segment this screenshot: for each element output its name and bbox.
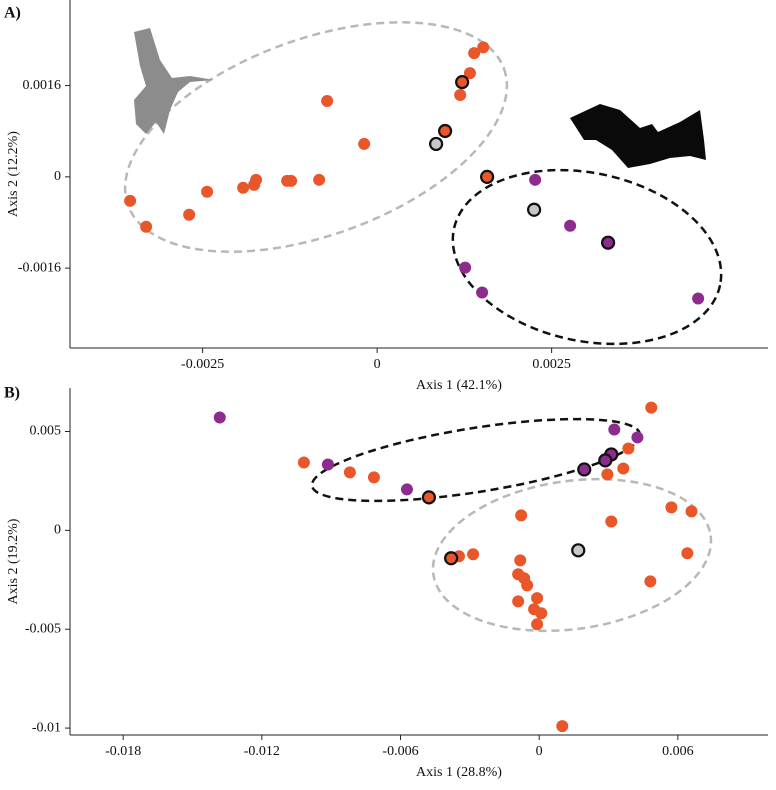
hummingbird-ellipse	[431, 477, 713, 633]
point	[477, 41, 490, 54]
point	[512, 595, 525, 608]
point	[645, 401, 658, 414]
point	[213, 411, 226, 424]
point	[608, 423, 621, 436]
point	[183, 208, 196, 221]
x-tick-label: 0.006	[662, 744, 694, 759]
x-axis-label: Axis 1 (42.1%)	[416, 378, 502, 393]
y-tick-label: 0.005	[30, 424, 62, 439]
point	[201, 185, 214, 198]
point	[617, 462, 630, 475]
point	[480, 169, 495, 184]
point	[444, 551, 459, 566]
point	[631, 431, 644, 444]
y-tick-label: 0.0016	[23, 78, 62, 93]
x-tick-label: 0	[374, 357, 381, 372]
point	[527, 202, 542, 217]
point	[644, 575, 657, 588]
point	[685, 505, 698, 518]
point	[140, 220, 153, 233]
point	[463, 67, 476, 80]
point	[535, 607, 548, 620]
point	[343, 466, 356, 479]
point	[531, 618, 544, 631]
x-tick-label: 0	[536, 744, 543, 759]
panel-label: A)	[4, 5, 21, 22]
bat-icon	[570, 104, 706, 168]
x-tick-label: -0.012	[244, 744, 280, 759]
hummingbird-icon	[134, 28, 214, 134]
point	[429, 136, 444, 152]
point	[468, 47, 481, 60]
point	[605, 515, 618, 528]
x-axis-label: Axis 1 (28.8%)	[416, 765, 502, 780]
y-axis-label: Axis 2 (19.2%)	[6, 518, 21, 604]
point	[455, 74, 470, 90]
point	[297, 456, 310, 469]
point	[514, 554, 527, 567]
point	[529, 173, 542, 186]
y-tick-label: 0	[54, 523, 61, 538]
point	[564, 219, 577, 232]
point	[556, 720, 569, 733]
x-tick-label: -0.0025	[181, 357, 224, 372]
point	[321, 458, 334, 471]
y-tick-label: -0.0016	[18, 260, 61, 275]
point	[531, 592, 544, 605]
point	[248, 178, 261, 191]
point	[577, 462, 592, 477]
point	[622, 442, 635, 455]
point	[454, 89, 467, 102]
x-tick-label: -0.006	[382, 744, 418, 759]
point	[367, 471, 380, 484]
bat-ellipse	[451, 168, 723, 346]
point	[281, 174, 294, 187]
y-axis-label: Axis 2 (12.2%)	[6, 131, 21, 217]
point	[476, 286, 489, 299]
point	[400, 483, 413, 496]
panel-label: B)	[4, 385, 20, 402]
point	[438, 123, 453, 139]
y-tick-label: -0.01	[32, 720, 61, 735]
y-tick-label: 0	[54, 169, 61, 184]
point	[421, 490, 437, 505]
bat-ellipse	[310, 417, 642, 503]
point	[515, 509, 528, 522]
point	[665, 501, 678, 514]
point	[598, 453, 613, 468]
x-tick-label: -0.018	[105, 744, 141, 759]
point	[313, 173, 326, 186]
point	[601, 468, 614, 481]
point	[521, 579, 534, 592]
point	[321, 95, 334, 108]
point	[124, 194, 137, 207]
point	[571, 543, 586, 558]
point	[692, 292, 705, 305]
point	[237, 181, 250, 194]
point	[600, 235, 616, 250]
point	[358, 137, 371, 150]
point	[467, 548, 480, 561]
hummingbird-ellipse	[123, 21, 509, 253]
y-tick-label: -0.005	[25, 621, 61, 636]
x-tick-label: 0.0025	[532, 357, 571, 372]
point	[459, 261, 472, 274]
point	[681, 547, 694, 560]
